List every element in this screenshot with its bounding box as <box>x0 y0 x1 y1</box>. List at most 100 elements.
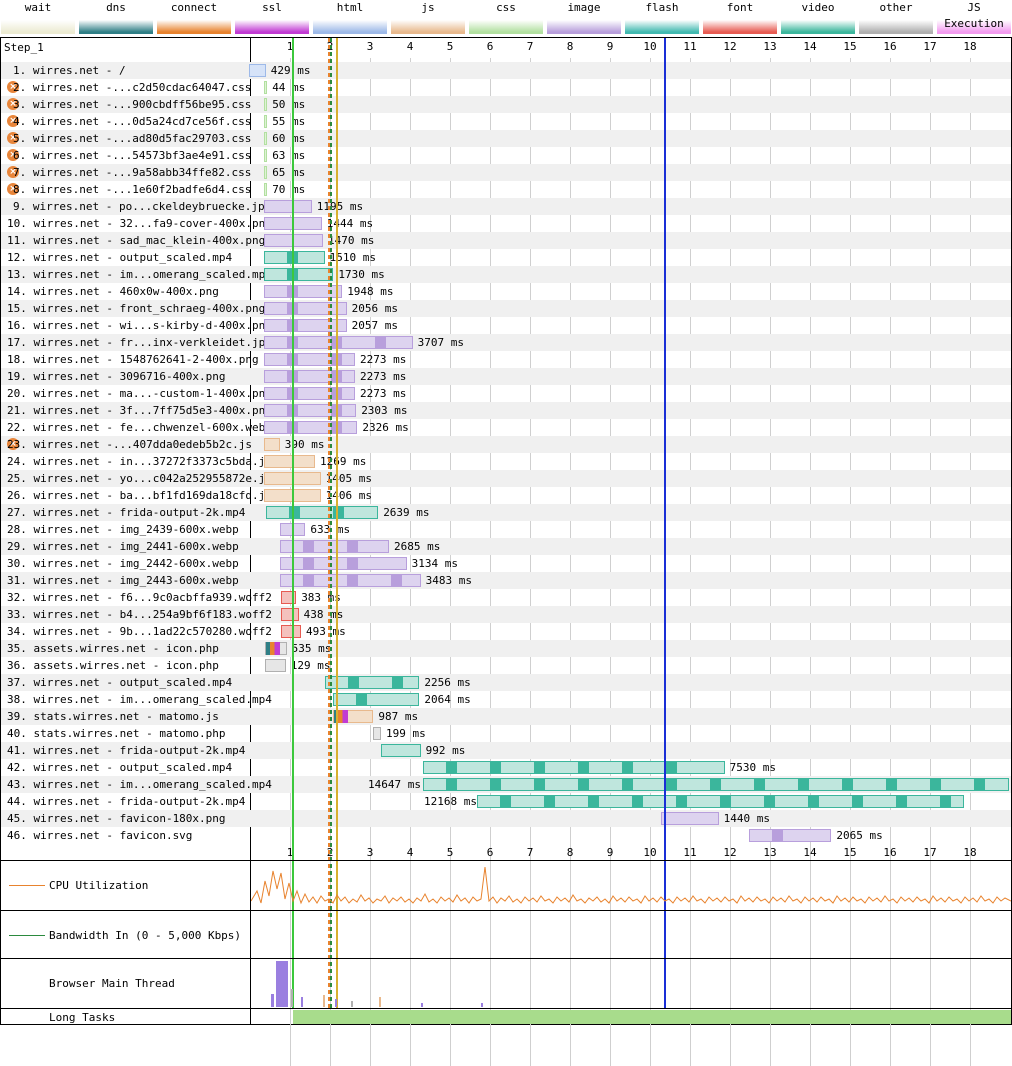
request-row[interactable]: 37. wirres.net - output_scaled.mp4 <box>1 674 1011 691</box>
request-row[interactable]: 14. wirres.net - 460x0w-400x.png <box>1 283 1011 300</box>
request-bar[interactable] <box>265 642 287 655</box>
request-row[interactable]: × 8. wirres.net -...1e60f2badfe6d4.css <box>1 181 1011 198</box>
request-row[interactable]: × 3. wirres.net -...900cbdff56be95.css <box>1 96 1011 113</box>
request-bar[interactable] <box>333 693 420 706</box>
request-row[interactable]: 41. wirres.net - frida-output-2k.mp4 <box>1 742 1011 759</box>
load-event-marker <box>336 38 338 1008</box>
request-bar[interactable] <box>280 557 407 570</box>
request-row[interactable]: 27. wirres.net - frida-output-2k.mp4 <box>1 504 1011 521</box>
download-chunk <box>632 795 643 808</box>
request-row[interactable]: 19. wirres.net - 3096716-400x.png <box>1 368 1011 385</box>
request-row[interactable]: 40. stats.wirres.net - matomo.php <box>1 725 1011 742</box>
request-row[interactable]: 46. wirres.net - favicon.svg <box>1 827 1011 844</box>
connection-segment <box>266 642 280 655</box>
request-row[interactable]: 45. wirres.net - favicon-180x.png <box>1 810 1011 827</box>
request-bar[interactable] <box>264 149 268 162</box>
request-bar[interactable] <box>264 166 268 179</box>
request-row[interactable]: × 2. wirres.net -...c2d50cdac64047.css <box>1 79 1011 96</box>
gridline <box>850 58 851 1066</box>
request-bar[interactable] <box>325 676 420 689</box>
request-row[interactable]: 29. wirres.net - img_2441-600x.webp <box>1 538 1011 555</box>
request-bar[interactable] <box>264 336 413 349</box>
request-row[interactable]: × 5. wirres.net -...ad80d5fac29703.css <box>1 130 1011 147</box>
request-bar[interactable] <box>264 251 325 264</box>
request-row[interactable]: 28. wirres.net - img_2439-600x.webp <box>1 521 1011 538</box>
request-bar[interactable] <box>264 268 334 281</box>
legend-swatch <box>313 20 387 34</box>
request-row[interactable]: 26. wirres.net - ba...bf1fd169da18cfd.js <box>1 487 1011 504</box>
request-row[interactable]: 20. wirres.net - ma...-custom-1-400x.png <box>1 385 1011 402</box>
request-row[interactable]: 1. wirres.net - / <box>1 62 1011 79</box>
request-bar[interactable] <box>265 659 286 672</box>
request-bar[interactable] <box>264 421 358 434</box>
request-row[interactable]: 24. wirres.net - in...37272f3373c5bda.js <box>1 453 1011 470</box>
request-bar[interactable] <box>749 829 832 842</box>
request-bar[interactable] <box>264 353 355 366</box>
request-row[interactable]: 15. wirres.net - front_schraeg-400x.png <box>1 300 1011 317</box>
request-duration: 199 ms <box>386 727 426 740</box>
request-bar[interactable] <box>373 727 381 740</box>
request-bar[interactable] <box>264 98 268 111</box>
request-row[interactable]: 17. wirres.net - fr...inx-verkleidet.jpg <box>1 334 1011 351</box>
request-bar[interactable] <box>333 710 374 723</box>
request-row[interactable]: 32. wirres.net - f6...9c0acbffa939.woff2 <box>1 589 1011 606</box>
request-row[interactable]: 39. stats.wirres.net - matomo.js <box>1 708 1011 725</box>
request-bar[interactable] <box>264 404 357 417</box>
request-bar[interactable] <box>264 319 347 332</box>
request-row[interactable]: 12. wirres.net - output_scaled.mp4 <box>1 249 1011 266</box>
download-chunk <box>356 693 368 706</box>
request-row[interactable]: 10. wirres.net - 32...fa9-cover-400x.png <box>1 215 1011 232</box>
request-bar[interactable] <box>264 81 268 94</box>
request-row[interactable]: 16. wirres.net - wi...s-kirby-d-400x.png <box>1 317 1011 334</box>
request-row[interactable]: × 4. wirres.net -...0d5a24cd7ce56f.css <box>1 113 1011 130</box>
request-row[interactable]: 21. wirres.net - 3f...7ff75d5e3-400x.png <box>1 402 1011 419</box>
request-bar[interactable] <box>264 370 355 383</box>
request-bar[interactable] <box>265 506 379 519</box>
download-chunk <box>808 795 819 808</box>
request-bar[interactable] <box>280 574 421 587</box>
legend-label: ssl <box>262 1 282 14</box>
request-duration: 2273 ms <box>360 387 407 400</box>
request-row[interactable]: 34. wirres.net - 9b...1ad22c570280.woff2 <box>1 623 1011 640</box>
request-row[interactable]: 18. wirres.net - 1548762641-2-400x.png <box>1 351 1011 368</box>
request-bar[interactable] <box>264 183 268 196</box>
request-bar[interactable] <box>281 625 301 638</box>
request-row[interactable]: 33. wirres.net - b4...254a9bf6f183.woff2 <box>1 606 1011 623</box>
request-row[interactable]: 25. wirres.net - yo...c042a252955872e.js <box>1 470 1011 487</box>
request-row[interactable]: 31. wirres.net - img_2443-600x.webp <box>1 572 1011 589</box>
request-bar[interactable] <box>264 302 347 315</box>
request-bar[interactable] <box>264 438 280 451</box>
request-row[interactable]: × 7. wirres.net -...9a58abb34ffe82.css <box>1 164 1011 181</box>
request-row[interactable]: 30. wirres.net - img_2442-600x.webp <box>1 555 1011 572</box>
request-row[interactable]: 22. wirres.net - fe...chwenzel-600x.webp <box>1 419 1011 436</box>
request-row[interactable]: 35. assets.wirres.net - icon.php <box>1 640 1011 657</box>
tick-label-15: 15 <box>843 846 857 859</box>
visually-complete-marker <box>664 38 666 1008</box>
request-row[interactable]: 11. wirres.net - sad_mac_klein-400x.png <box>1 232 1011 249</box>
request-row[interactable]: × 6. wirres.net -...54573bf3ae4e91.css <box>1 147 1011 164</box>
request-bar[interactable] <box>264 200 312 213</box>
request-bar[interactable] <box>423 761 725 774</box>
request-row[interactable]: 13. wirres.net - im...omerang_scaled.mp4 <box>1 266 1011 283</box>
request-bar[interactable] <box>423 778 1009 791</box>
request-bar[interactable] <box>477 795 964 808</box>
request-row[interactable]: 36. assets.wirres.net - icon.php <box>1 657 1011 674</box>
request-bar[interactable] <box>264 115 268 128</box>
request-row[interactable]: × 23. wirres.net -...407dda0edeb5b2c.js <box>1 436 1011 453</box>
request-label: 13. wirres.net - im...omerang_scaled.mp4 <box>7 268 272 281</box>
tick-label-4: 4 <box>406 40 414 53</box>
request-bar[interactable] <box>661 812 719 825</box>
request-duration: 12168 ms <box>424 795 477 808</box>
request-bar[interactable] <box>281 608 299 621</box>
request-bar[interactable] <box>280 540 389 553</box>
request-row[interactable]: 42. wirres.net - output_scaled.mp4 <box>1 759 1011 776</box>
request-bar[interactable] <box>264 132 268 145</box>
legend-swatch <box>625 20 699 34</box>
request-bar[interactable] <box>264 455 315 468</box>
request-bar[interactable] <box>264 387 355 400</box>
request-bar[interactable] <box>249 64 266 77</box>
request-row[interactable]: 44. wirres.net - frida-output-2k.mp4 <box>1 793 1011 810</box>
request-bar[interactable] <box>381 744 421 757</box>
request-row[interactable]: 38. wirres.net - im...omerang_scaled.mp4 <box>1 691 1011 708</box>
request-row[interactable]: 9. wirres.net - po...ckeldeybruecke.jpg <box>1 198 1011 215</box>
